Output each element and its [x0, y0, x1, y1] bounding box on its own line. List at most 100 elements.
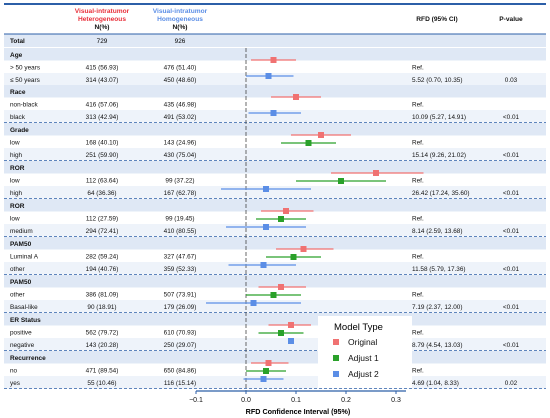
row-n1: 415 (56.93)	[86, 65, 119, 72]
legend-label: Adjust 1	[348, 353, 379, 363]
section-title: ROR	[10, 203, 25, 210]
row-rfd: Ref.	[412, 216, 424, 223]
row-label: high	[10, 152, 23, 159]
row-rfd: 7.19 (2.37, 12.00)	[412, 304, 462, 311]
estimate-point	[305, 140, 312, 146]
row-rfd: 8.79 (4.54, 13.03)	[412, 342, 462, 349]
row-label: Basal-like	[10, 304, 38, 311]
row-n1: 282 (59.24)	[86, 254, 119, 261]
row-n1: 112 (63.64)	[86, 178, 118, 185]
estimate-point	[263, 224, 269, 230]
estimate-point	[283, 208, 289, 214]
row-n1: 112 (27.59)	[86, 216, 118, 223]
estimate-point	[288, 338, 294, 344]
row-n2: 650 (84.86)	[164, 368, 197, 375]
row-label: yes	[10, 380, 20, 387]
row-n2: 99 (37.22)	[165, 178, 194, 185]
legend: Model Type Original Adjust 1 Adjust 2	[318, 316, 412, 388]
row-label: no	[10, 368, 18, 375]
total-label: Total	[10, 38, 25, 45]
row-rfd: 4.69 (1.04, 8.33)	[412, 380, 459, 387]
row-rfd: 5.52 (0.70, 10.35)	[412, 77, 462, 84]
section-title: PAM50	[10, 279, 32, 286]
row-rfd: Ref.	[412, 102, 424, 109]
row-n2: 610 (70.93)	[164, 330, 197, 337]
row-pvalue: 0.02	[505, 380, 518, 387]
estimate-point	[300, 246, 307, 252]
estimate-point	[338, 178, 344, 184]
row-pvalue: <0.01	[503, 342, 520, 349]
row-n2: 507 (73.91)	[164, 292, 197, 299]
row-pvalue: <0.01	[503, 152, 520, 159]
estimate-point	[278, 284, 284, 290]
row-n1: 416 (57.06)	[86, 102, 119, 109]
legend-swatch	[333, 371, 339, 377]
row-label: ≤ 50 years	[10, 77, 40, 84]
row-band-shaded	[4, 224, 546, 237]
total-row: Total 729 926	[10, 38, 186, 45]
row-n1: 168 (40.10)	[86, 140, 119, 147]
row-n1: 143 (20.28)	[86, 342, 119, 349]
section-header-band	[4, 85, 546, 98]
section-header-band	[4, 351, 546, 364]
row-band-shaded	[4, 148, 546, 161]
row-n2: 179 (26.09)	[164, 304, 197, 311]
estimate-point	[270, 292, 277, 298]
row-n1: 471 (89.54)	[86, 368, 119, 375]
legend-items: Original Adjust 1 Adjust 2	[333, 337, 379, 379]
row-n1: 294 (72.41)	[86, 228, 119, 235]
row-label: non-black	[10, 102, 39, 109]
group1-header-line3: N(%)	[94, 24, 109, 31]
estimate-point	[265, 73, 272, 79]
forest-plot-area	[206, 48, 424, 391]
row-band-shaded	[4, 186, 546, 199]
x-tick-label: 0.3	[391, 397, 401, 404]
row-band-shaded	[4, 300, 546, 313]
row-n2: 143 (24.96)	[164, 140, 197, 147]
estimate-point	[260, 262, 267, 268]
estimate-point	[263, 368, 269, 374]
row-rfd: Ref.	[412, 292, 424, 299]
group1-header-line1: Visual-intratumor	[75, 8, 130, 15]
row-n2: 435 (46.98)	[164, 102, 197, 109]
section-title: PAM50	[10, 241, 32, 248]
row-label: Luminal A	[10, 254, 39, 261]
estimate-point	[260, 376, 267, 382]
estimate-point	[318, 132, 324, 138]
section-header-band	[4, 313, 546, 326]
row-n1: 386 (81.09)	[86, 292, 119, 299]
estimate-point	[293, 94, 299, 100]
table-header: Visual-intratumor Heterogeneous N(%) Vis…	[75, 8, 523, 31]
row-rfd: Ref.	[412, 368, 424, 375]
row-rfd: Ref.	[412, 330, 424, 337]
row-n2: 327 (47.67)	[164, 254, 197, 261]
x-tick-label: −0.1	[189, 397, 203, 404]
row-n1: 55 (10.46)	[87, 380, 116, 387]
row-n2: 450 (48.60)	[164, 77, 197, 84]
row-pvalue: <0.01	[503, 114, 520, 121]
row-rfd: Ref.	[412, 65, 424, 72]
row-pvalue: <0.01	[503, 228, 520, 235]
x-axis-ticks: −0.1 0.0 0.1 0.2 0.3	[189, 391, 401, 404]
row-n1: 562 (79.72)	[86, 330, 119, 337]
row-rfd: Ref.	[412, 178, 424, 185]
estimate-point	[270, 57, 277, 63]
row-label: low	[10, 140, 20, 147]
row-label: black	[10, 114, 26, 121]
section-header-band	[4, 199, 546, 212]
total-n1: 729	[97, 38, 108, 45]
group2-header-line2: Homogeneous	[157, 16, 203, 23]
row-n1: 314 (43.07)	[86, 77, 119, 84]
x-tick-label: 0.2	[341, 397, 351, 404]
row-label: high	[10, 190, 23, 197]
estimate-point	[278, 330, 284, 336]
estimate-point	[288, 322, 294, 328]
estimate-point	[270, 110, 277, 116]
section-title: Race	[10, 89, 26, 96]
legend-swatch	[333, 355, 339, 361]
row-n1: 194 (40.76)	[86, 266, 119, 273]
estimate-point	[265, 360, 272, 366]
row-label: > 50 years	[10, 65, 40, 72]
total-n2: 926	[175, 38, 186, 45]
estimate-point	[373, 170, 379, 176]
